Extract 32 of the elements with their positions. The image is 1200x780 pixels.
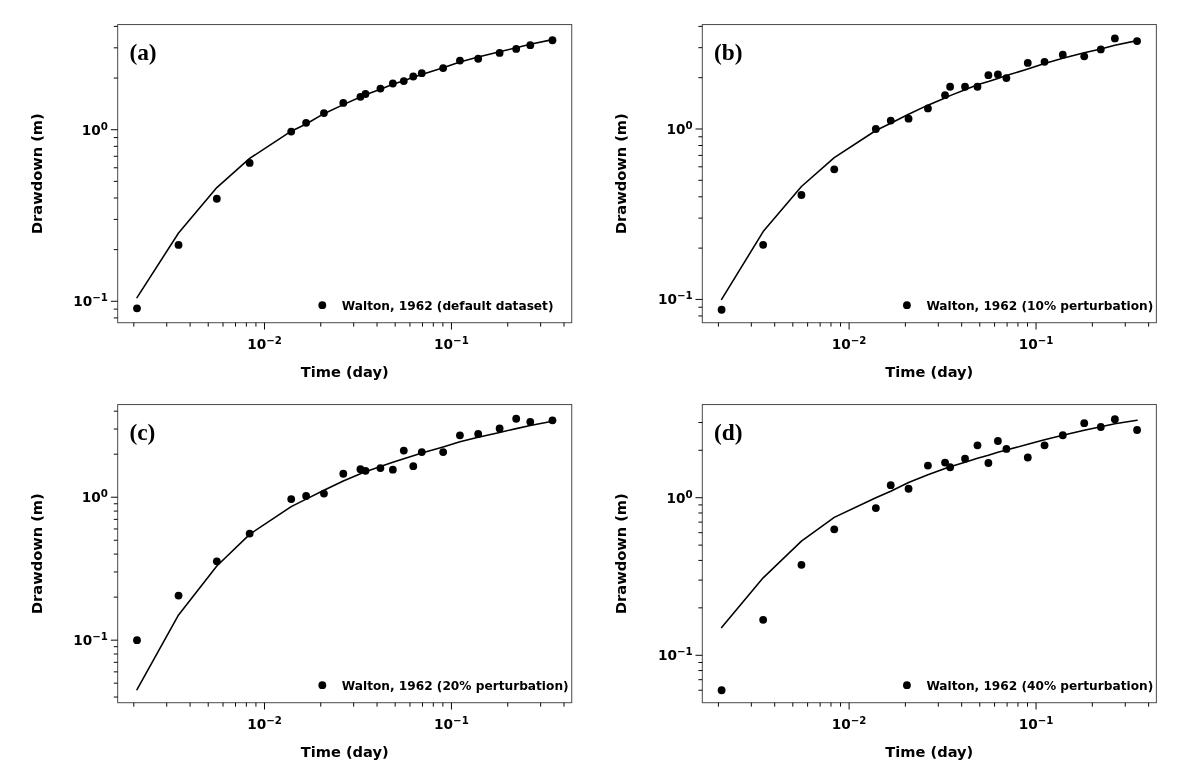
y-axis-title: Drawdown (m): [612, 113, 630, 235]
legend-label: Walton, 1962 (20% perturbation): [341, 678, 569, 693]
legend-label: Walton, 1962 (default dataset): [341, 298, 554, 313]
y-tick-label: 10$^{0}$: [666, 119, 693, 137]
x-axis-title: Time (day): [300, 743, 389, 761]
x-tick-label: 10$^{−2}$: [247, 714, 282, 733]
text: (b): [714, 38, 743, 65]
x-axis-title: Time (day): [885, 363, 974, 381]
x-tick-label: 10$^{−2}$: [831, 714, 867, 733]
x-tick-label: 10$^{−1}$: [434, 714, 469, 733]
y-tick-label: 10$^{−1}$: [657, 289, 693, 308]
y-tick-label: 10$^{−1}$: [657, 645, 693, 664]
x-tick-label: 10$^{−1}$: [1018, 714, 1054, 733]
y-tick-label: 10$^{0}$: [81, 120, 108, 138]
x-axis-title: Time (day): [885, 743, 974, 761]
x-tick-label: 10$^{−1}$: [1018, 334, 1054, 353]
y-axis-title: Drawdown (m): [612, 493, 630, 615]
y-axis-title: Drawdown (m): [27, 113, 45, 235]
x-tick-label: 10$^{−2}$: [247, 334, 282, 353]
text: (d): [714, 418, 743, 445]
y-tick-label: 10$^{0}$: [666, 488, 693, 506]
x-tick-label: 10$^{−2}$: [831, 334, 867, 353]
y-axis-title: Drawdown (m): [27, 493, 45, 615]
y-tick-label: 10$^{0}$: [81, 487, 108, 506]
legend-label: Walton, 1962 (10% perturbation): [926, 298, 1154, 313]
text: (a): [129, 38, 157, 65]
text: (c): [129, 418, 156, 445]
x-axis-title: Time (day): [300, 363, 389, 381]
y-tick-label: 10$^{−1}$: [73, 630, 108, 649]
legend-label: Walton, 1962 (40% perturbation): [926, 678, 1154, 693]
x-tick-label: 10$^{−1}$: [434, 334, 469, 353]
y-tick-label: 10$^{−1}$: [73, 291, 108, 310]
